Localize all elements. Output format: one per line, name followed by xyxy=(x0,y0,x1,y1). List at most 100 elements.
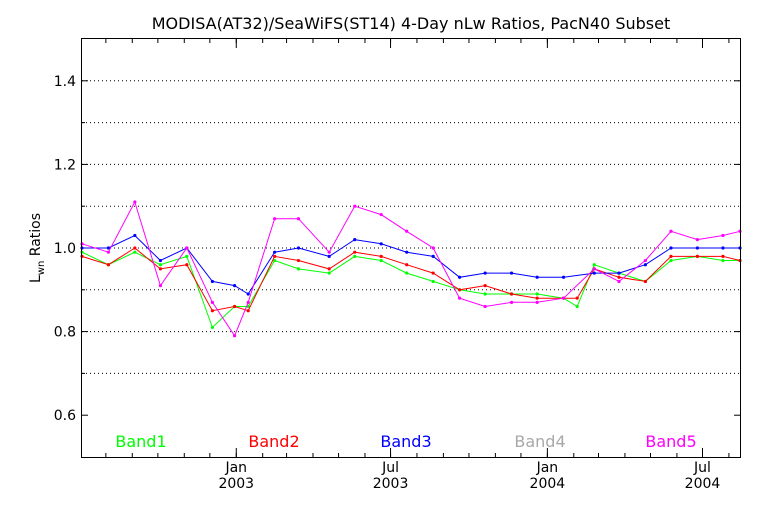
x-tick-month: Jul xyxy=(693,460,711,476)
data-point xyxy=(561,296,566,300)
data-point xyxy=(617,275,621,279)
data-point xyxy=(592,271,596,275)
data-point xyxy=(246,304,250,309)
data-point xyxy=(431,271,435,275)
legend-label-band2: Band2 xyxy=(248,432,299,451)
data-point xyxy=(721,233,725,238)
grid xyxy=(82,80,740,374)
data-point xyxy=(379,254,383,258)
series-band3 xyxy=(80,233,742,296)
data-point xyxy=(379,258,383,263)
y-axis-label: Lwn Ratios xyxy=(28,213,47,283)
data-point xyxy=(575,304,579,309)
data-point xyxy=(643,263,647,267)
data-point xyxy=(643,258,647,263)
data-point xyxy=(133,233,137,238)
series-band5 xyxy=(80,200,742,338)
data-point xyxy=(643,279,647,284)
data-point xyxy=(133,246,137,250)
data-point xyxy=(669,258,673,263)
data-point xyxy=(721,246,725,250)
data-point xyxy=(185,254,189,258)
data-point xyxy=(273,254,277,258)
x-tick-month: Jul xyxy=(381,460,399,476)
data-point xyxy=(133,250,137,254)
data-point xyxy=(431,279,435,284)
x-tick-year: 2003 xyxy=(218,476,254,492)
data-point xyxy=(353,250,357,254)
series-layer xyxy=(80,200,742,338)
data-point xyxy=(695,246,699,250)
data-point xyxy=(509,271,514,275)
y-axis: 0.6 0.8 1.0 1.2 1.4 xyxy=(54,74,740,424)
data-point xyxy=(379,242,383,246)
data-point xyxy=(457,288,462,292)
data-point xyxy=(106,263,111,267)
data-point xyxy=(106,246,111,250)
y-axis-label-base: L xyxy=(28,275,44,283)
data-point xyxy=(296,258,301,263)
data-point xyxy=(405,250,409,254)
series-band2 xyxy=(80,246,742,313)
data-point xyxy=(617,271,621,275)
data-point xyxy=(509,300,514,304)
data-point xyxy=(232,334,237,338)
data-point xyxy=(431,254,435,258)
data-point xyxy=(592,267,596,271)
data-point xyxy=(353,254,357,258)
data-point xyxy=(185,246,189,250)
legend-label-band3: Band3 xyxy=(380,432,431,451)
data-point xyxy=(669,254,673,258)
data-point xyxy=(133,200,137,204)
data-point xyxy=(106,250,111,254)
data-point xyxy=(210,279,215,284)
data-point xyxy=(695,238,699,242)
data-point xyxy=(210,325,215,330)
data-point xyxy=(296,217,301,221)
data-point xyxy=(483,271,487,275)
data-point xyxy=(296,267,301,271)
data-point xyxy=(273,217,277,221)
data-point xyxy=(483,304,487,309)
data-point xyxy=(158,258,163,263)
data-point xyxy=(457,296,462,300)
data-point xyxy=(246,292,250,296)
data-point xyxy=(379,212,383,217)
y-tick-label: 0.8 xyxy=(54,325,76,341)
data-point xyxy=(327,250,331,254)
data-point xyxy=(669,229,673,233)
x-tick-year: 2004 xyxy=(530,476,566,492)
data-point xyxy=(535,275,539,279)
data-point xyxy=(535,296,539,300)
data-point xyxy=(327,267,331,271)
x-tick-month: Jan xyxy=(224,460,247,476)
data-point xyxy=(695,254,699,258)
x-tick-month: Jan xyxy=(536,460,559,476)
data-point xyxy=(405,229,409,233)
data-point xyxy=(721,258,725,263)
data-point xyxy=(158,284,163,288)
data-point xyxy=(185,263,189,267)
data-point xyxy=(575,296,579,300)
legend-label-band5: Band5 xyxy=(645,432,696,451)
data-point xyxy=(210,309,215,313)
x-tick-year: 2003 xyxy=(373,476,409,492)
y-axis-label-subscript: wn xyxy=(36,261,47,276)
data-point xyxy=(561,275,566,279)
legend-label-band4: Band4 xyxy=(514,432,565,451)
data-point xyxy=(483,284,487,288)
data-point xyxy=(483,292,487,296)
series-line-band3 xyxy=(82,234,740,295)
data-point xyxy=(535,300,539,304)
data-point xyxy=(535,292,539,296)
data-point xyxy=(431,246,435,250)
data-point xyxy=(246,300,250,304)
data-point xyxy=(353,204,357,208)
y-tick-label: 1.0 xyxy=(54,241,76,257)
data-point xyxy=(296,246,301,250)
data-point xyxy=(669,246,673,250)
data-point xyxy=(327,271,331,275)
data-point xyxy=(158,263,163,267)
